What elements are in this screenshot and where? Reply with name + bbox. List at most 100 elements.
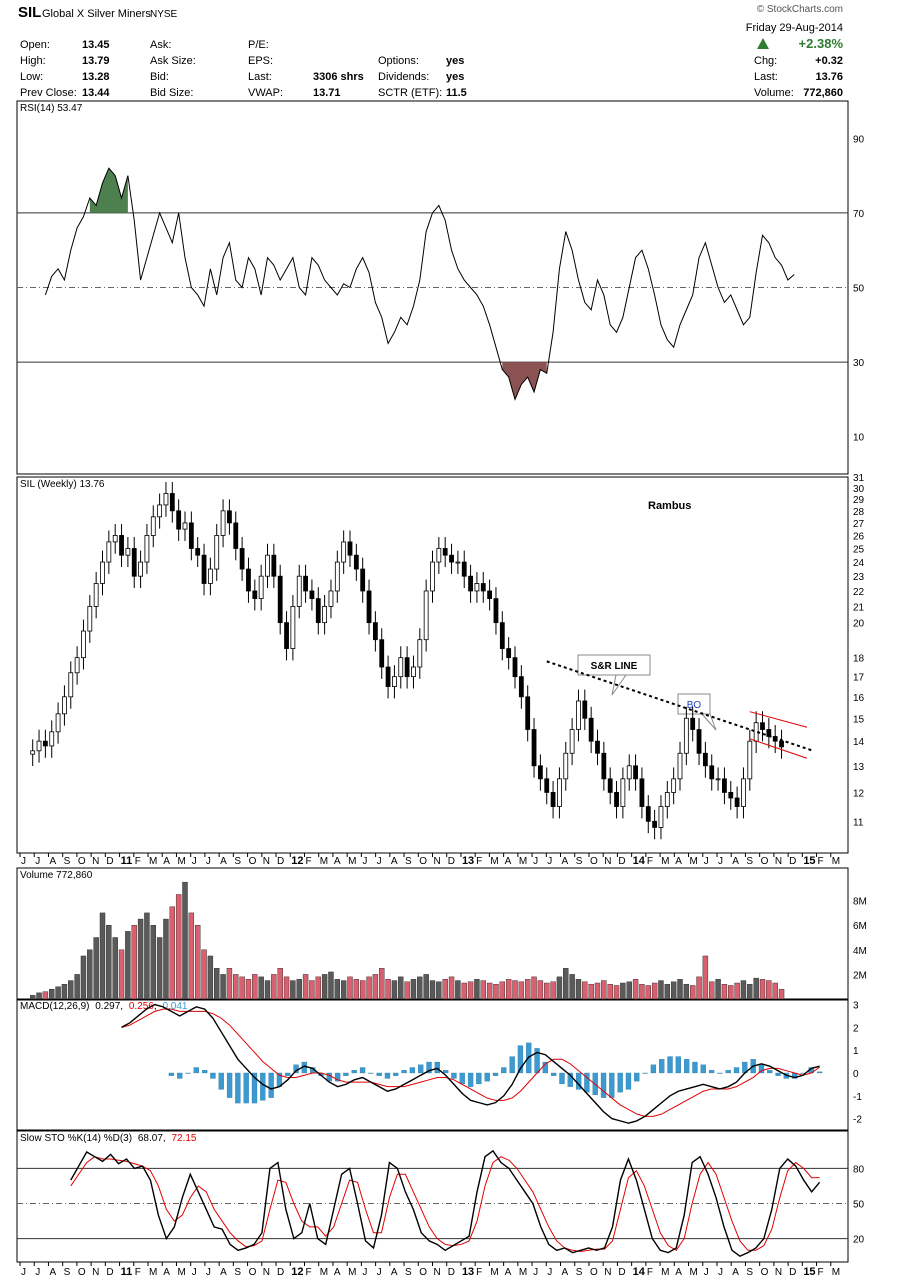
price-candle-body <box>309 590 315 600</box>
quote-field-value: 13.45 <box>82 39 110 51</box>
rsi-y-tick-label: 10 <box>853 433 865 444</box>
x-tick-label: F <box>305 856 311 867</box>
volume-bar <box>632 979 639 1000</box>
price-candle-body <box>322 606 328 624</box>
macd-histogram-bar <box>650 1064 657 1074</box>
macd-histogram-bar <box>725 1070 731 1074</box>
volume-y-tick-label: 4M <box>853 946 867 957</box>
rsi-y-tick-label: 30 <box>853 358 865 369</box>
macd-histogram-bar <box>451 1072 457 1079</box>
volume-bar <box>328 971 334 1000</box>
x-tick-label: N <box>263 1267 270 1278</box>
macd-histogram-bar <box>384 1072 391 1079</box>
price-y-tick-label: 21 <box>853 602 865 613</box>
macd-y-tick-label: -1 <box>853 1092 862 1103</box>
macd-histogram-bar <box>226 1072 233 1098</box>
volume-bar <box>226 968 233 1000</box>
x-tick-label: D <box>106 1267 113 1278</box>
x-tick-label: D <box>618 856 625 867</box>
x-tick-label: 14 <box>633 1266 646 1278</box>
volume-bar <box>283 976 290 1000</box>
volume-bar <box>582 981 588 1000</box>
rambus-label: Rambus <box>648 500 691 512</box>
macd-histogram-bar <box>476 1072 482 1085</box>
price-candle-body <box>227 510 232 524</box>
x-tick-label: A <box>49 1267 56 1278</box>
macd-histogram-bar <box>625 1072 632 1090</box>
sto-legend: Slow STO %K(14) %D(3) 68.07, 72.15 <box>20 1133 197 1144</box>
price-y-tick-label: 11 <box>853 817 864 828</box>
x-tick-label: N <box>604 856 611 867</box>
price-candle-body <box>106 541 112 563</box>
x-tick-label: A <box>562 856 569 867</box>
price-candle-body <box>62 696 67 715</box>
macd-signal-value: 0.256 <box>129 1001 154 1012</box>
price-candle-body <box>779 740 784 748</box>
x-tick-label: M <box>832 856 840 867</box>
macd-histogram-bar <box>235 1072 241 1104</box>
x-tick-label: D <box>106 856 113 867</box>
price-candle-body <box>81 630 86 659</box>
price-candle-body <box>138 561 143 577</box>
quote-field-label: EPS: <box>248 55 273 67</box>
x-tick-label: S <box>576 856 583 867</box>
x-tick-label: J <box>547 1267 552 1278</box>
x-tick-label: J <box>533 1267 538 1278</box>
x-tick-label: A <box>675 856 682 867</box>
volume-bar <box>518 981 525 1000</box>
volume-bar <box>423 974 429 1000</box>
x-tick-label: M <box>519 1267 527 1278</box>
volume-bar <box>683 984 690 1000</box>
volume-y-tick-label: 6M <box>853 921 867 932</box>
price-candle-body <box>341 541 347 563</box>
price-candle-body <box>588 717 594 742</box>
volume-bar <box>448 976 455 1000</box>
price-candle-body <box>722 778 727 793</box>
quote-field-label: P/E: <box>248 39 269 51</box>
x-tick-label: O <box>761 856 769 867</box>
macd-histogram-bar <box>767 1070 773 1074</box>
x-tick-label: M <box>320 856 328 867</box>
price-candle-body <box>207 568 213 584</box>
macd-histogram-bar <box>201 1070 208 1074</box>
x-tick-label: J <box>704 856 709 867</box>
x-tick-label: O <box>419 1267 427 1278</box>
sto-d-line <box>70 1156 820 1252</box>
x-tick-label: A <box>562 1267 569 1278</box>
volume-bar <box>537 980 544 1000</box>
x-tick-label: S <box>64 856 71 867</box>
price-candle-body <box>493 598 499 624</box>
macd-y-tick-label: 2 <box>853 1023 859 1034</box>
volume-bar <box>150 925 156 1000</box>
macd-histogram-bar <box>401 1070 407 1074</box>
macd-histogram-bar <box>334 1072 341 1082</box>
x-tick-label: J <box>206 1267 211 1278</box>
price-candle-body <box>49 731 55 747</box>
price-candle-body <box>569 729 575 754</box>
macd-histogram-bar <box>492 1072 499 1076</box>
price-candle-body <box>506 648 512 659</box>
price-candle-body <box>709 765 715 780</box>
quote-field-value: 13.44 <box>82 87 110 99</box>
price-candle-body <box>690 717 696 730</box>
price-y-tick-label: 12 <box>853 788 865 799</box>
price-candle-body <box>430 561 435 592</box>
x-tick-label: F <box>818 1267 824 1278</box>
volume-bar <box>340 980 347 1000</box>
price-candle-body <box>474 583 480 592</box>
macd-panel: MACD(12,26,9) 0.297, 0.256, 0.041 -2 -1 0 1… <box>20 1001 862 1126</box>
x-tick-label: F <box>476 1267 482 1278</box>
x-tick-label: N <box>92 856 99 867</box>
x-tick-label: J <box>718 856 723 867</box>
x-tick-label: S <box>234 1267 241 1278</box>
price-candle-body <box>290 606 296 649</box>
x-tick-label: 13 <box>462 1266 474 1278</box>
volume-bar <box>613 985 620 1000</box>
price-candle-body <box>468 575 473 592</box>
macd-histogram-bar <box>434 1061 440 1074</box>
macd-histogram-bar <box>775 1072 781 1076</box>
volume-bar <box>334 979 341 1000</box>
price-candle-body <box>379 639 385 668</box>
macd-histogram-bar <box>692 1061 698 1074</box>
quote-field-label: SCTR (ETF): <box>378 87 442 99</box>
